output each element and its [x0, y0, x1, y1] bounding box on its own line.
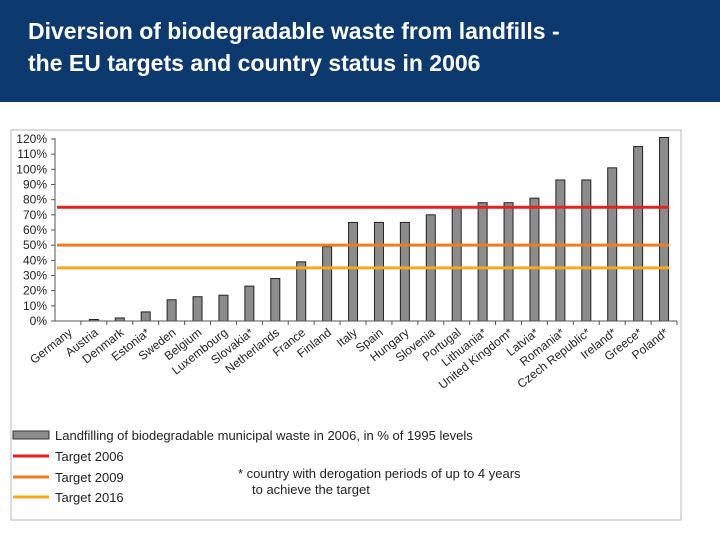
- bar: [166, 299, 177, 322]
- bar: [633, 146, 644, 322]
- derogation-note-line-1: * country with derogation periods of up …: [238, 466, 521, 481]
- bar: [296, 261, 307, 322]
- legend-target-2009-label: Target 2009: [55, 470, 124, 485]
- title-bar: Diversion of biodegradable waste from la…: [0, 0, 720, 102]
- bar: [581, 179, 592, 322]
- bar: [555, 179, 566, 322]
- bar: [477, 202, 488, 322]
- y-tick-label: 80%: [23, 193, 47, 207]
- bar: [451, 206, 462, 322]
- y-tick-label: 100%: [16, 162, 47, 176]
- bar: [140, 311, 151, 322]
- derogation-note-line-2: to achieve the target: [252, 482, 370, 497]
- bar: [399, 221, 410, 322]
- y-tick-label: 120%: [16, 132, 47, 146]
- y-tick-label: 50%: [23, 238, 47, 252]
- y-tick-label: 0%: [30, 314, 48, 328]
- legend-target-2016-label: Target 2016: [55, 490, 124, 505]
- slide-title-line-2: the EU targets and country status in 200…: [28, 50, 481, 76]
- y-tick-label: 20%: [23, 284, 47, 298]
- legend-target-2006-label: Target 2006: [55, 449, 124, 464]
- y-tick-label: 110%: [17, 147, 47, 161]
- y-tick-label: 30%: [23, 269, 47, 283]
- legend-bar-label: Landfilling of biodegradable municipal w…: [55, 428, 473, 443]
- bar: [270, 278, 281, 322]
- legend-bar-swatch: [12, 430, 50, 440]
- bar: [348, 221, 359, 322]
- chart-frame: [10, 129, 682, 521]
- bar: [192, 296, 203, 322]
- bar: [373, 221, 384, 322]
- bar: [659, 136, 670, 322]
- y-tick-label: 90%: [23, 178, 47, 192]
- y-tick-label: 10%: [23, 299, 47, 313]
- y-tick-label: 70%: [23, 208, 47, 222]
- y-tick-label: 40%: [23, 253, 47, 267]
- slide-title-line-1: Diversion of biodegradable waste from la…: [28, 18, 560, 44]
- bar: [244, 285, 255, 322]
- y-tick-label: 60%: [23, 223, 47, 237]
- bar: [503, 202, 514, 322]
- bar: [218, 294, 229, 322]
- bar: [322, 246, 333, 322]
- bar: [529, 197, 540, 322]
